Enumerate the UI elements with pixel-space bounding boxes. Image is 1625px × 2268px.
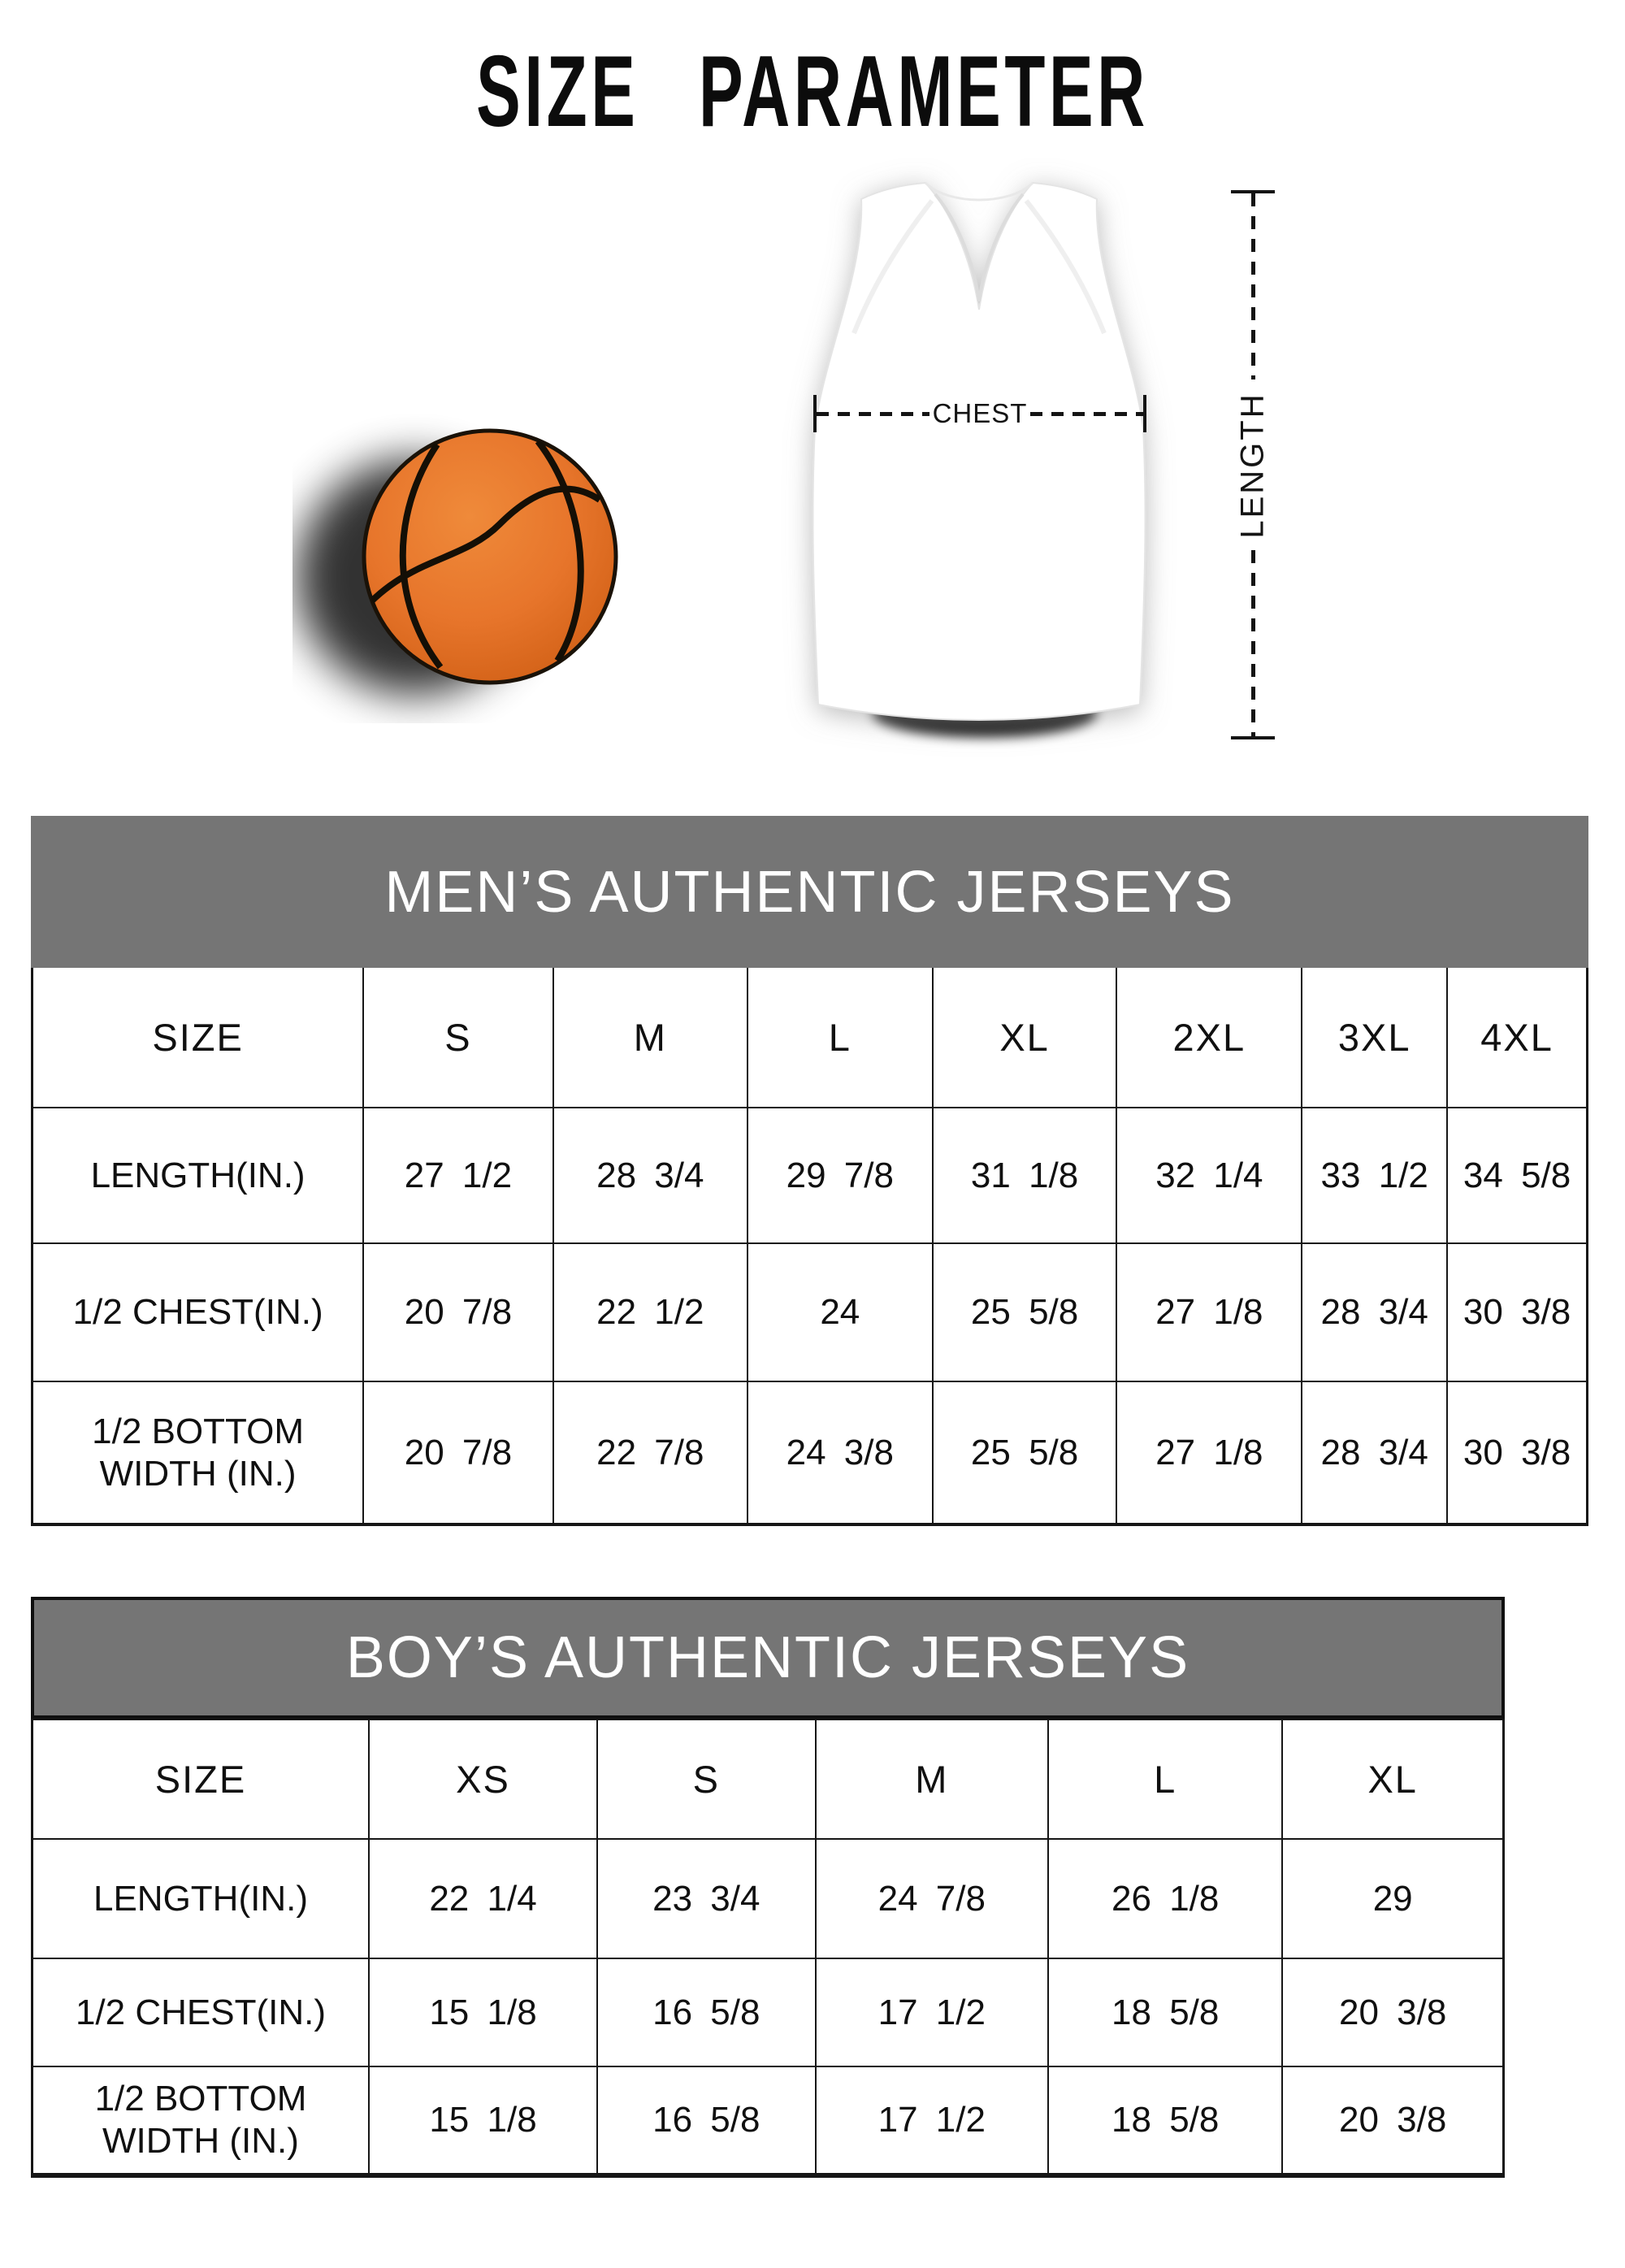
- size-value-cell: 16 5/8: [596, 2066, 817, 2176]
- size-value-cell: 31 1/8: [931, 1107, 1118, 1244]
- size-value-cell: 15 1/8: [367, 1958, 599, 2067]
- table-row: 1/2 CHEST(IN.) 15 1/8 16 5/8 17 1/2 18 5/8 20…: [31, 1958, 1505, 2067]
- row-label: 1/2 BOTTOM WIDTH (IN.): [31, 1381, 365, 1525]
- size-value-cell: 29: [1281, 1838, 1505, 1959]
- basketball-icon: [297, 428, 618, 695]
- size-header: L: [1047, 1719, 1284, 1840]
- size-value-cell: 25 5/8: [931, 1242, 1118, 1382]
- size-value-cell: 34 5/8: [1446, 1107, 1588, 1244]
- length-measurement-line: LENGTH: [1231, 190, 1275, 739]
- size-header: 3XL: [1301, 968, 1449, 1108]
- size-value-cell: 25 5/8: [931, 1381, 1118, 1525]
- length-label-box: LENGTH: [1180, 379, 1326, 550]
- measurement-diagram: CHEST LENGTH: [0, 138, 1625, 788]
- size-value-cell: 23 3/4: [596, 1838, 817, 1959]
- mens-table-banner: MEN’S AUTHENTIC JERSEYS: [31, 816, 1588, 968]
- size-value-cell: 20 3/8: [1281, 1958, 1505, 2067]
- size-value-cell: 28 3/4: [1301, 1242, 1449, 1382]
- size-header: XL: [931, 968, 1118, 1108]
- size-value-cell: 17 1/2: [814, 1958, 1050, 2067]
- table-row: 1/2 CHEST(IN.) 20 7/8 22 1/2 24 25 5/8 27 1/8…: [31, 1242, 1588, 1382]
- size-header-row: SIZE S M L XL 2XL 3XL 4XL: [31, 968, 1588, 1108]
- size-value-cell: 28 3/4: [1301, 1381, 1449, 1525]
- page-title: SIZE PARAMETER: [476, 36, 1149, 148]
- size-chart-table: SIZE XS S M L XL LENGTH(IN.) 22 1/4 23 3/4 24 7/8…: [31, 1719, 1505, 2178]
- table-row: 1/2 BOTTOM WIDTH (IN.) 15 1/8 16 5/8 17 1/2…: [31, 2066, 1505, 2176]
- table-row: 1/2 BOTTOM WIDTH (IN.) 20 7/8 22 7/8 24 3/8…: [31, 1381, 1588, 1525]
- row-label: LENGTH(IN.): [31, 1107, 365, 1244]
- size-value-cell: 27 1/8: [1116, 1381, 1303, 1525]
- mens-size-table-section: MEN’S AUTHENTIC JERSEYS SIZE S M L XL 2XL 3XL 4…: [31, 816, 1588, 1526]
- size-value-cell: 27 1/8: [1116, 1242, 1303, 1382]
- size-column-header: SIZE: [31, 968, 365, 1108]
- size-header-row: SIZE XS S M L XL: [31, 1719, 1505, 1840]
- size-value-cell: 17 1/2: [814, 2066, 1050, 2176]
- size-value-cell: 16 5/8: [596, 1958, 817, 2067]
- size-value-cell: 32 1/4: [1116, 1107, 1303, 1244]
- mens-table-title: MEN’S AUTHENTIC JERSEYS: [384, 859, 1235, 925]
- size-column-header: SIZE: [31, 1719, 370, 1840]
- size-header: XS: [367, 1719, 599, 1840]
- length-dashed-line: [1250, 550, 1255, 736]
- size-value-cell: 22 1/4: [367, 1838, 599, 1959]
- size-header: L: [746, 968, 934, 1108]
- size-value-cell: 22 1/2: [552, 1242, 748, 1382]
- chest-label: CHEST: [932, 398, 1028, 428]
- size-value-cell: 30 3/8: [1446, 1381, 1588, 1525]
- length-dashed-line: [1250, 193, 1255, 379]
- boys-table-banner: BOY’S AUTHENTIC JERSEYS: [31, 1597, 1505, 1719]
- size-header: XL: [1281, 1719, 1505, 1840]
- size-header: S: [596, 1719, 817, 1840]
- size-value-cell: 27 1/2: [362, 1107, 554, 1244]
- size-value-cell: 24 3/8: [746, 1381, 934, 1525]
- chest-dashed-line: [1030, 411, 1143, 416]
- row-label: 1/2 CHEST(IN.): [31, 1242, 365, 1382]
- size-header: M: [552, 968, 748, 1108]
- boys-table-title: BOY’S AUTHENTIC JERSEYS: [345, 1625, 1190, 1690]
- boys-size-table-section: BOY’S AUTHENTIC JERSEYS SIZE XS S M L XL LENGT…: [31, 1597, 1505, 2178]
- size-value-cell: 20 3/8: [1281, 2066, 1505, 2176]
- chest-tick-right: [1143, 395, 1146, 432]
- table-row: LENGTH(IN.) 27 1/2 28 3/4 29 7/8 31 1/8 32 1/…: [31, 1107, 1588, 1244]
- size-header: 4XL: [1446, 968, 1588, 1108]
- size-value-cell: 22 7/8: [552, 1381, 748, 1525]
- row-label: 1/2 BOTTOM WIDTH (IN.): [31, 2066, 370, 2176]
- table-row: LENGTH(IN.) 22 1/4 23 3/4 24 7/8 26 1/8 29: [31, 1838, 1505, 1959]
- size-value-cell: 28 3/4: [552, 1107, 748, 1244]
- size-value-cell: 15 1/8: [367, 2066, 599, 2176]
- length-tick-top: [1231, 190, 1275, 193]
- size-value-cell: 26 1/8: [1047, 1838, 1284, 1959]
- size-header: 2XL: [1116, 968, 1303, 1108]
- size-value-cell: 24 7/8: [814, 1838, 1050, 1959]
- length-tick-bottom: [1231, 736, 1275, 739]
- size-value-cell: 33 1/2: [1301, 1107, 1449, 1244]
- size-value-cell: 30 3/8: [1446, 1242, 1588, 1382]
- size-header: M: [814, 1719, 1050, 1840]
- row-label: LENGTH(IN.): [31, 1838, 370, 1959]
- chest-measurement-line: CHEST: [813, 395, 1146, 432]
- size-value-cell: 29 7/8: [746, 1107, 934, 1244]
- size-value-cell: 18 5/8: [1047, 2066, 1284, 2176]
- jersey-image: [812, 181, 1146, 737]
- mens-size-table: SIZE S M L XL 2XL 3XL 4XL LENGTH(IN.) 27 1/2 28 3/…: [31, 968, 1588, 1526]
- size-chart-table: SIZE S M L XL 2XL 3XL 4XL LENGTH(IN.) 27 1/2 28 3/…: [31, 968, 1588, 1526]
- size-value-cell: 20 7/8: [362, 1381, 554, 1525]
- length-label: LENGTH: [1234, 391, 1271, 539]
- row-label: 1/2 CHEST(IN.): [31, 1958, 370, 2067]
- boys-size-table: SIZE XS S M L XL LENGTH(IN.) 22 1/4 23 3/4 24 7/8…: [31, 1719, 1505, 2178]
- size-value-cell: 24: [746, 1242, 934, 1382]
- chest-dashed-line: [817, 411, 930, 416]
- size-value-cell: 20 7/8: [362, 1242, 554, 1382]
- chest-tick-left: [813, 395, 817, 432]
- size-value-cell: 18 5/8: [1047, 1958, 1284, 2067]
- size-header: S: [362, 968, 554, 1108]
